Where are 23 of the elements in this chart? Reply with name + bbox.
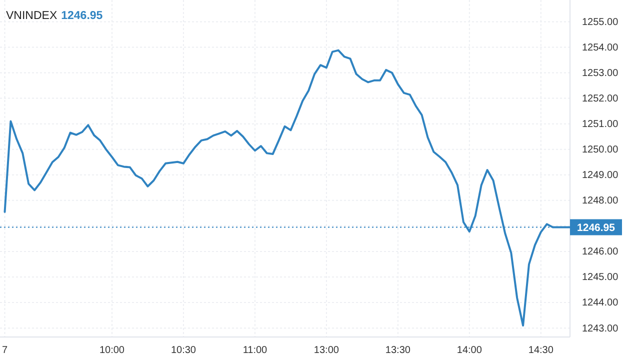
y-tick-label: 1252.00 bbox=[582, 93, 619, 104]
y-tick-label: 1254.00 bbox=[582, 42, 619, 54]
x-tick-label: 11:00 bbox=[242, 345, 268, 356]
y-tick-label: 1253.00 bbox=[582, 68, 619, 79]
x-tick-label: 14:30 bbox=[528, 345, 554, 356]
y-tick-label: 1246.00 bbox=[582, 246, 619, 258]
x-tick-label: 10:30 bbox=[170, 345, 196, 356]
x-tick-label: 13:00 bbox=[314, 345, 340, 356]
x-tick-label: 14:00 bbox=[456, 345, 482, 356]
text: 1246.95 bbox=[61, 10, 104, 22]
y-tick-label: 1248.00 bbox=[582, 196, 619, 207]
y-tick-label: 1250.00 bbox=[582, 144, 619, 156]
y-tick-label: 1251.00 bbox=[582, 119, 619, 130]
ref-line-label: 1246.95 bbox=[577, 222, 616, 234]
y-tick-label: 1245.00 bbox=[582, 272, 619, 284]
y-tick-label: 1255.00 bbox=[582, 16, 619, 28]
y-tick-label: 1243.00 bbox=[582, 323, 619, 334]
x-tick-label: 10:00 bbox=[99, 345, 125, 356]
y-tick-label: 1244.00 bbox=[582, 298, 619, 309]
text: VNINDEX bbox=[6, 10, 58, 22]
x-tick-label: 13:30 bbox=[385, 345, 411, 356]
x-tick-label: 7 bbox=[2, 345, 8, 356]
y-tick-label: 1249.00 bbox=[582, 170, 619, 182]
